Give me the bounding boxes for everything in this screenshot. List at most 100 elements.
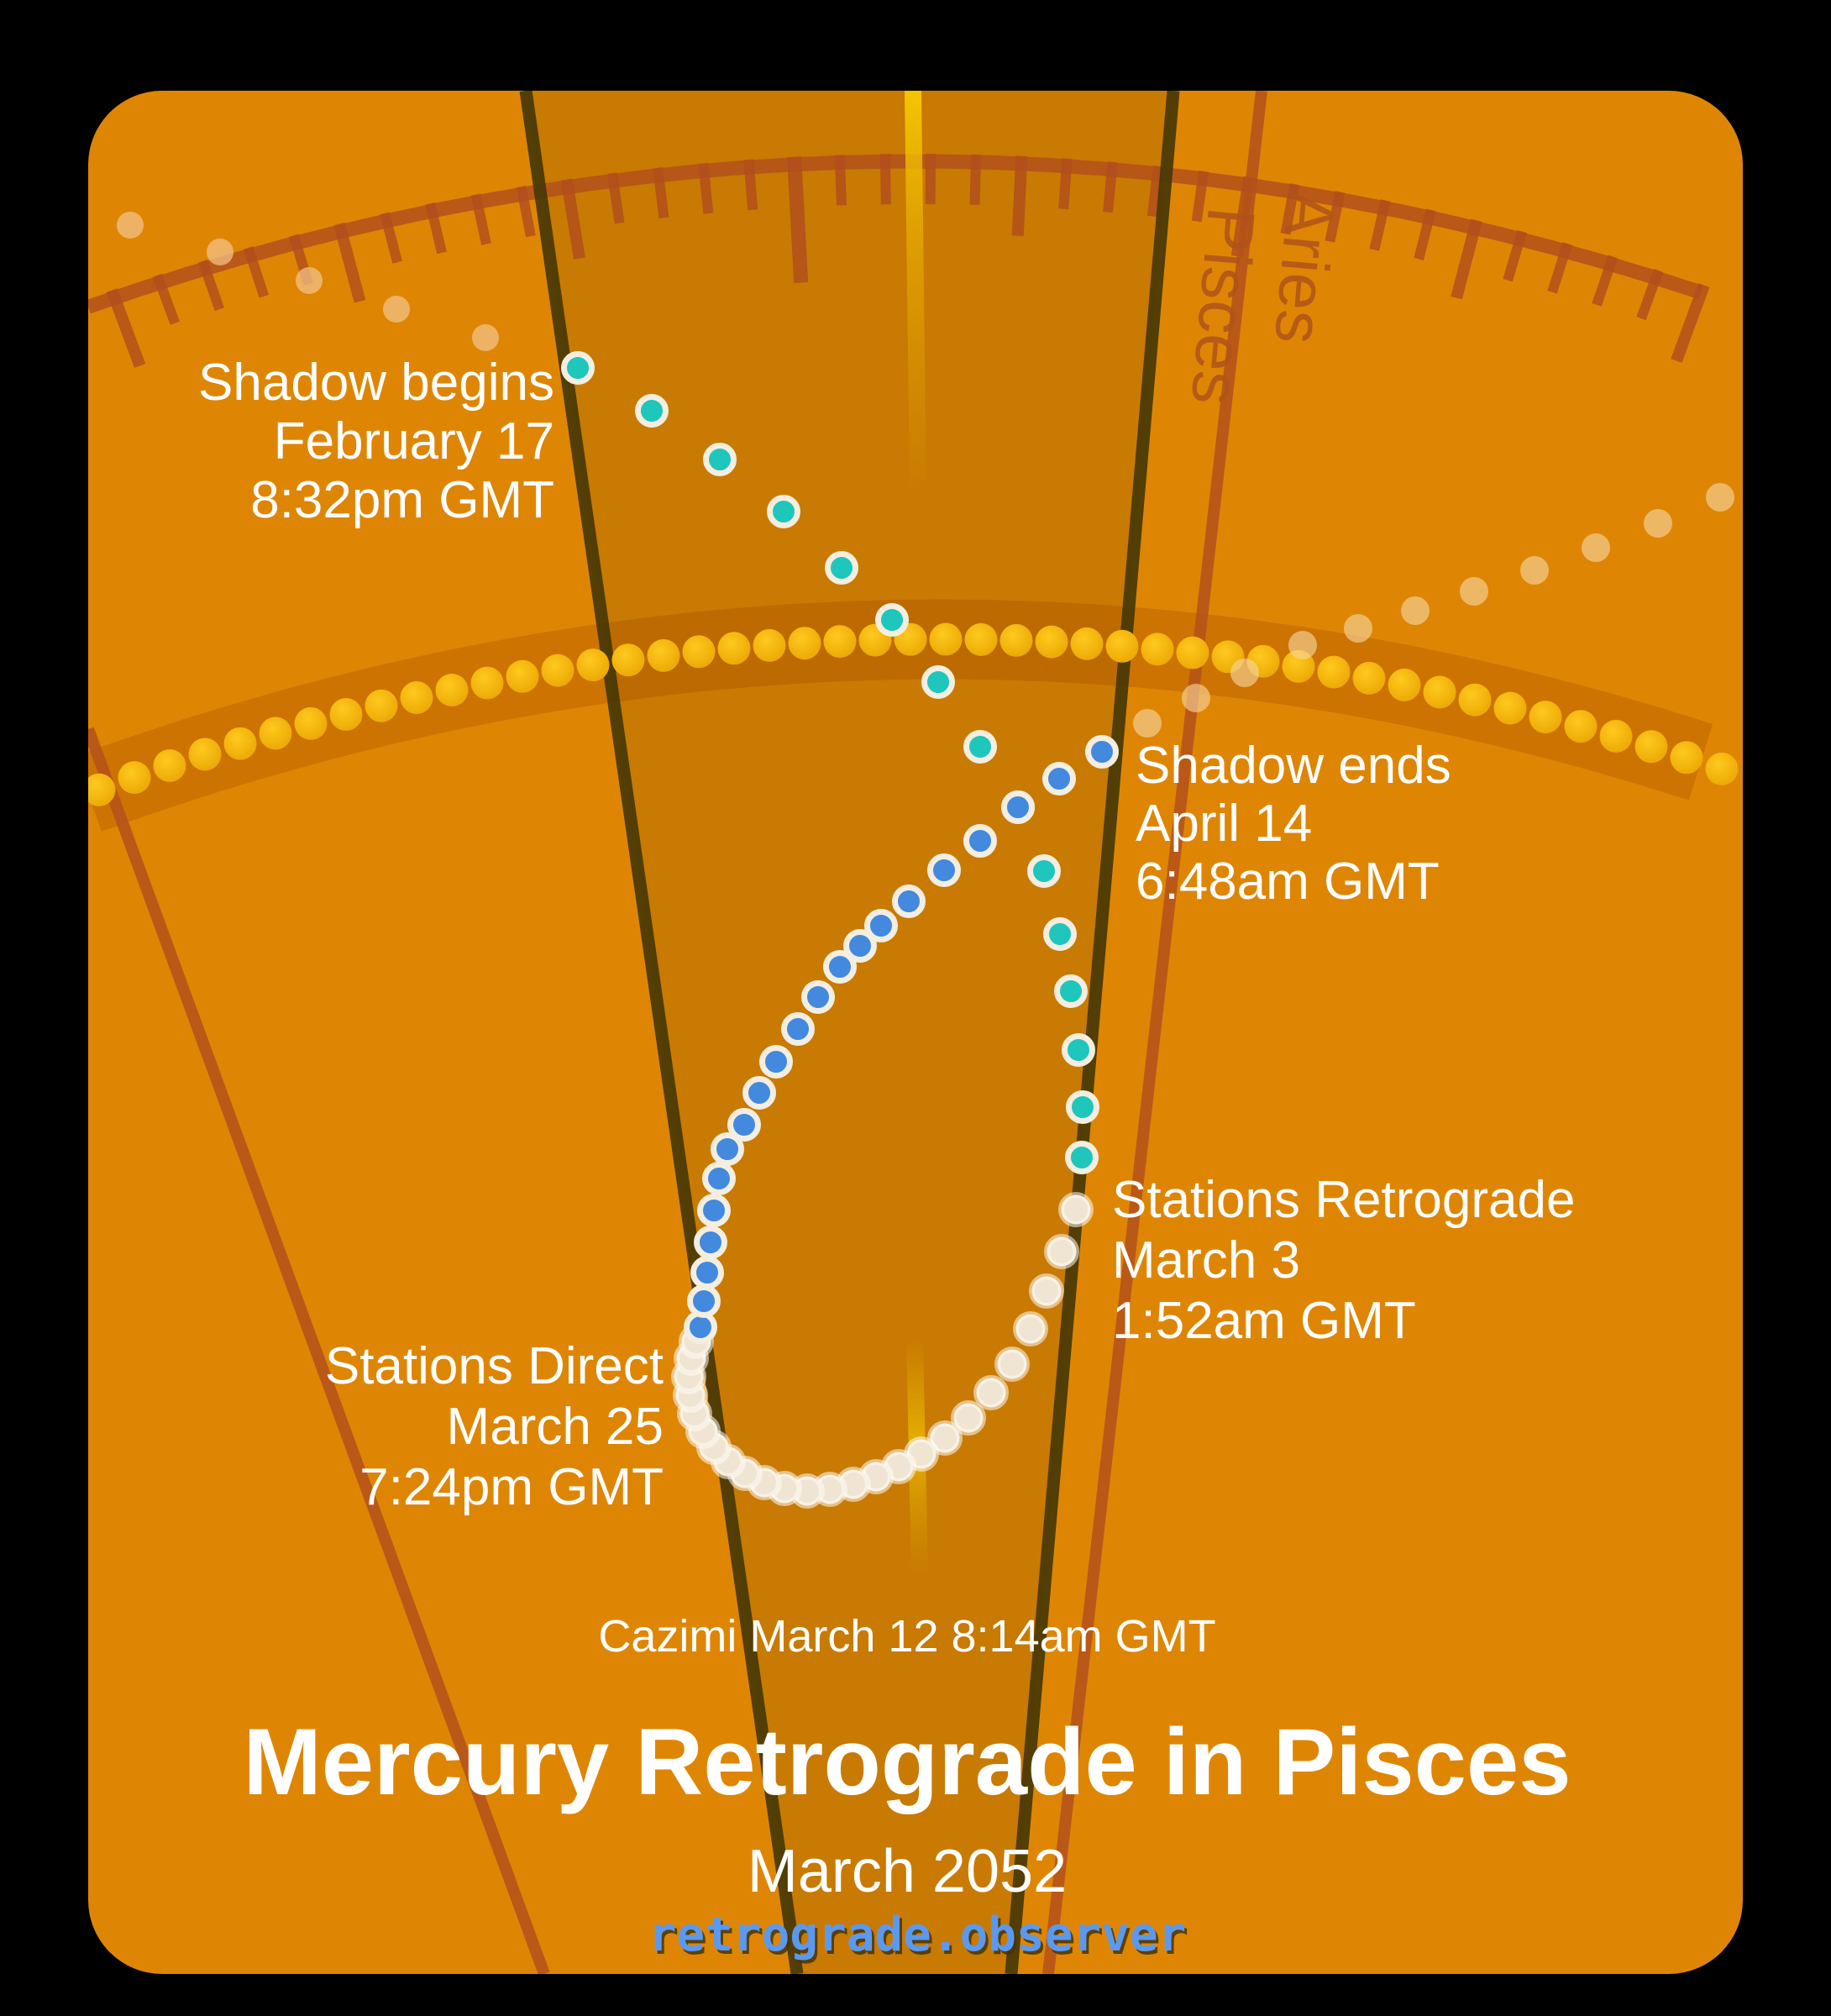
mercury-blue-dot xyxy=(801,980,835,1014)
ruler-tick xyxy=(1671,283,1710,363)
stations-retrograde-line2: March 3 xyxy=(1112,1231,1300,1289)
mercury-blue-dot xyxy=(687,1284,721,1318)
sun-dot xyxy=(1634,730,1668,764)
ruler-tick xyxy=(1451,218,1482,300)
sun-dot xyxy=(400,681,433,714)
mercury-teal-dot xyxy=(825,551,858,585)
shadow-ends-line2: April 14 xyxy=(1136,795,1312,853)
shadow-begins-line1: Shadow begins xyxy=(198,354,554,412)
sun-dot xyxy=(153,749,186,782)
sun-dot xyxy=(1599,719,1633,753)
shadow-begins-line2: February 17 xyxy=(274,412,554,470)
mercury-faded-dot xyxy=(117,212,144,239)
mercury-blue-dot xyxy=(742,1076,776,1110)
mercury-blue-dot xyxy=(843,929,877,963)
ruler-tick xyxy=(969,154,982,206)
mercury-faded-dot xyxy=(1520,556,1549,585)
shadow-zone-left-line xyxy=(519,91,804,1974)
sun-dot xyxy=(365,689,398,722)
mercury-teal-dot xyxy=(1062,1033,1095,1067)
stations-retrograde-line3: 1:52am GMT xyxy=(1112,1292,1416,1350)
mercury-teal-dot xyxy=(703,443,737,476)
mercury-teal-dot xyxy=(767,495,800,528)
sun-dot xyxy=(223,727,257,760)
sun-dot xyxy=(1529,701,1562,734)
shadow-zone-right-line xyxy=(1005,91,1180,1974)
mercury-faded-dot xyxy=(1401,596,1430,625)
ruler-tick xyxy=(834,155,847,206)
sun-dot xyxy=(611,643,645,677)
sun-dot xyxy=(1705,752,1739,785)
mercury-faded-dot xyxy=(1706,483,1734,512)
mercury-faded-dot xyxy=(1288,631,1317,659)
sun-path-dots xyxy=(88,622,1739,806)
mercury-faded-dot xyxy=(1644,509,1672,538)
shadow-wedge-fill xyxy=(526,91,1173,1974)
stations-direct-line2: March 25 xyxy=(447,1398,664,1456)
mercury-teal-dot xyxy=(1027,854,1061,888)
sun-dot xyxy=(329,698,363,731)
page-title: Mercury Retrograde in Pisces xyxy=(243,1709,1571,1814)
ruler-tick xyxy=(243,246,270,298)
sun-dot xyxy=(1105,629,1139,663)
ruler-tick xyxy=(470,193,491,245)
stations-direct-line3: 7:24pm GMT xyxy=(359,1458,664,1516)
mercury-teal-dot xyxy=(1066,1090,1099,1124)
mercury-cream-dot xyxy=(973,1375,1009,1410)
cazimi-glow-top xyxy=(905,91,926,488)
shadow-ends-annotation: Shadow ends April 14 6:48am GMT xyxy=(1136,737,1451,911)
mercury-blue-dot xyxy=(690,1256,724,1289)
sun-dot xyxy=(1564,710,1598,743)
mercury-blue-dot xyxy=(781,1012,815,1046)
shadow-ends-line1: Shadow ends xyxy=(1136,737,1451,795)
site-link[interactable]: retrograde.observer xyxy=(648,1908,1187,1962)
stations-retrograde-annotation: Stations Retrograde March 3 1:52am GMT xyxy=(1112,1171,1575,1350)
mercury-faded-dot xyxy=(1182,684,1210,712)
mercury-faded-dot xyxy=(1344,614,1372,643)
ruler-tick xyxy=(1103,161,1118,213)
sun-dot xyxy=(1493,691,1527,725)
mercury-faded-dot xyxy=(207,239,233,265)
sun-dot xyxy=(88,773,116,806)
sun-dot xyxy=(753,628,786,662)
sun-dot xyxy=(788,627,821,660)
mercury-blue-dot xyxy=(727,1108,761,1142)
sun-dot xyxy=(1423,675,1456,709)
mercury-blue-dot xyxy=(1042,762,1076,795)
sun-dot xyxy=(1141,633,1174,666)
mercury-teal-dot xyxy=(635,394,669,428)
sun-dot xyxy=(1352,661,1386,695)
sun-dot xyxy=(1388,668,1421,701)
sun-dot xyxy=(1670,741,1703,774)
ruler-tick xyxy=(197,259,225,312)
ruler-tick xyxy=(152,273,180,325)
mercury-faded-dot xyxy=(1582,533,1610,562)
mercury-teal-dot xyxy=(1054,974,1088,1008)
sun-dot xyxy=(717,632,751,665)
zodiac-boundary-lines xyxy=(88,91,1267,1974)
mercury-faded-dot xyxy=(1230,659,1259,687)
sun-dot xyxy=(188,738,222,771)
mercury-direct-dots xyxy=(684,735,1119,1344)
ruler-tick xyxy=(1503,229,1527,282)
ruler-tick xyxy=(743,159,758,211)
sun-dot xyxy=(506,659,539,693)
sun-dot xyxy=(1035,625,1068,659)
sun-dot xyxy=(1176,636,1209,669)
retrograde-shadow-wedge xyxy=(526,91,1173,1974)
sun-dot xyxy=(118,761,151,795)
mercury-teal-dot xyxy=(561,351,595,385)
ruler-tick xyxy=(1058,158,1073,210)
mercury-faded-dot xyxy=(296,267,323,294)
ruler-tick xyxy=(1191,171,1209,223)
mercury-post-shadow-dots xyxy=(1133,483,1734,738)
ruler-tick xyxy=(1011,155,1028,237)
cazimi-caption: Cazimi March 12 8:14am GMT xyxy=(598,1611,1215,1662)
sun-dot xyxy=(682,635,716,669)
ruler-tick xyxy=(1636,268,1664,321)
sun-dot xyxy=(294,706,328,740)
mercury-blue-dot xyxy=(759,1045,793,1079)
stations-direct-line1: Stations Direct xyxy=(325,1337,664,1395)
page-subtitle: March 2052 xyxy=(748,1838,1067,1905)
